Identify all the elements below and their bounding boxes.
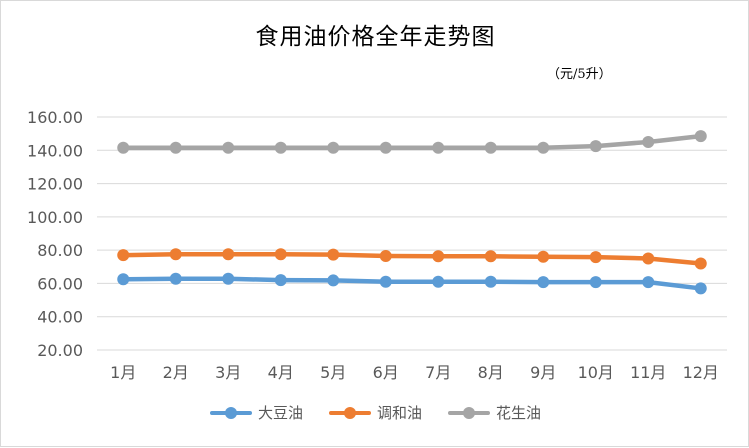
data-point xyxy=(642,252,655,265)
legend-item: 大豆油 xyxy=(209,402,303,423)
data-point xyxy=(117,141,130,154)
data-point xyxy=(694,282,707,295)
y-tick-label: 140.00 xyxy=(27,141,83,160)
data-point xyxy=(274,248,287,261)
data-point xyxy=(327,141,340,154)
data-point xyxy=(694,257,707,270)
y-tick-label: 100.00 xyxy=(27,208,83,227)
data-point xyxy=(432,250,445,263)
x-tick-label: 10月 xyxy=(578,363,614,382)
legend-marker xyxy=(209,406,252,419)
data-point xyxy=(222,272,235,285)
data-point xyxy=(379,141,392,154)
series-line xyxy=(121,133,703,151)
data-point xyxy=(379,249,392,262)
legend-label: 调和油 xyxy=(376,404,422,422)
legend-label: 大豆油 xyxy=(257,404,303,422)
series-2 xyxy=(117,248,707,270)
legend-label: 花生油 xyxy=(496,404,542,422)
data-point xyxy=(117,273,130,286)
legend-item: 调和油 xyxy=(328,402,422,423)
x-tick-label: 5月 xyxy=(320,363,346,382)
data-point xyxy=(274,141,287,154)
data-point xyxy=(484,250,497,263)
legend-item: 花生油 xyxy=(448,402,541,423)
data-point xyxy=(222,248,235,261)
data-point xyxy=(169,248,182,261)
series-line xyxy=(121,252,703,266)
x-tick-label: 3月 xyxy=(215,363,241,382)
x-tick-label: 2月 xyxy=(163,363,189,382)
legend-marker xyxy=(448,406,490,419)
data-point xyxy=(537,250,550,263)
data-point xyxy=(642,276,655,289)
data-point xyxy=(432,141,445,154)
y-tick-label: 60.00 xyxy=(37,274,83,293)
x-tick-label: 4月 xyxy=(268,363,294,382)
data-point xyxy=(484,275,497,288)
data-point xyxy=(537,141,550,154)
data-point xyxy=(537,276,550,289)
series-1 xyxy=(117,272,707,295)
data-point xyxy=(222,141,235,154)
data-point xyxy=(169,272,182,285)
data-point xyxy=(589,251,602,264)
data-point xyxy=(589,276,602,289)
series-line xyxy=(121,276,703,291)
legend: 大豆油 调和油 花生油 xyxy=(1,402,749,423)
x-tick-label: 8月 xyxy=(478,363,504,382)
x-tick-label: 6月 xyxy=(373,363,399,382)
y-tick-label: 80.00 xyxy=(37,241,83,260)
data-point xyxy=(642,135,655,148)
data-point xyxy=(327,274,340,287)
x-tick-label: 12月 xyxy=(683,363,719,382)
data-point xyxy=(484,141,497,154)
data-point xyxy=(432,275,445,288)
y-tick-label: 120.00 xyxy=(27,175,83,194)
x-tick-label: 7月 xyxy=(425,363,451,382)
legend-marker xyxy=(328,406,371,419)
unit-label: （元/5升） xyxy=(547,67,612,82)
series-3 xyxy=(117,130,707,154)
chart-title: 食用油价格全年走势图 xyxy=(255,24,496,50)
y-tick-label: 20.00 xyxy=(37,341,83,360)
data-point xyxy=(327,248,340,261)
y-tick-label: 160.00 xyxy=(27,108,83,127)
x-tick-label: 1月 xyxy=(110,363,136,382)
data-point xyxy=(274,274,287,287)
data-point xyxy=(589,140,602,153)
data-point xyxy=(169,141,182,154)
x-tick-label: 11月 xyxy=(630,363,666,382)
y-tick-label: 40.00 xyxy=(37,308,83,327)
data-point xyxy=(694,130,707,143)
x-tick-label: 9月 xyxy=(530,363,556,382)
data-point xyxy=(379,275,392,288)
data-point xyxy=(117,249,130,262)
